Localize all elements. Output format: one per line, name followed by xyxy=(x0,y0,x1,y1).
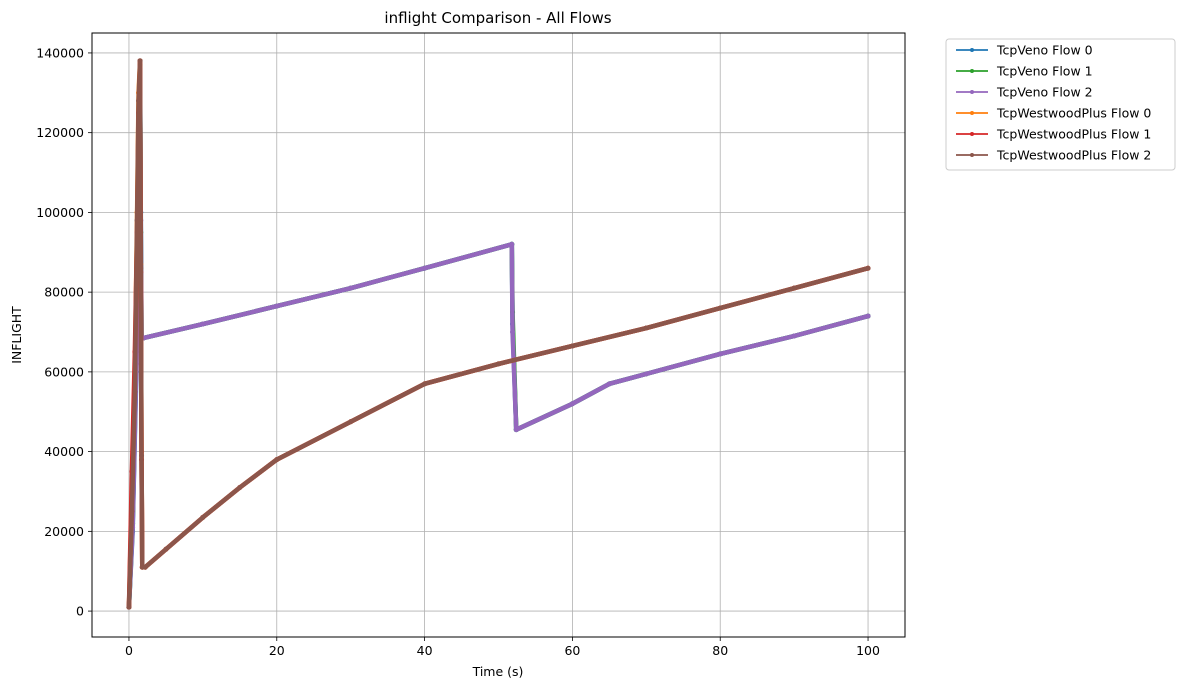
legend-label: TcpVeno Flow 0 xyxy=(996,43,1093,58)
x-axis-label: Time (s) xyxy=(472,664,524,679)
y-tick-label: 120000 xyxy=(36,125,84,140)
x-axis-ticks: 0 20 40 60 80 100 xyxy=(125,637,880,658)
series-tcpveno-flow-2-line xyxy=(126,66,871,610)
y-tick-label: 60000 xyxy=(44,364,84,379)
legend: TcpVeno Flow 0 TcpVeno Flow 1 TcpVeno Flow… xyxy=(945,38,1176,171)
series-tcpwestwoodplus-flow-2-point xyxy=(137,58,143,64)
series-tcpveno-flow-2-point xyxy=(717,351,723,357)
series-tcpwestwoodplus-flow-2-point xyxy=(126,604,132,610)
series-tcpwestwoodplus-flow-2-point xyxy=(136,98,142,104)
series-tcpwestwoodplus-flow-2-point xyxy=(134,217,140,223)
series-tcpveno-flow-2-point xyxy=(274,303,280,309)
series-tcpveno-flow-1-line xyxy=(126,62,871,610)
series-tcpwestwoodplus-flow-2-point xyxy=(139,453,145,459)
y-tick-label: 140000 xyxy=(36,45,84,60)
series-tcpwestwoodplus-flow-2-point xyxy=(142,564,148,570)
series-tcpwestwoodplus-flow-2-point xyxy=(717,305,723,311)
legend-label: TcpVeno Flow 1 xyxy=(996,64,1093,79)
series-tcpwestwoodplus-flow-1 xyxy=(126,58,871,610)
legend-item-tcpwestwoodplus-flow-2: TcpWestwoodPlus Flow 2 xyxy=(956,148,1151,163)
legend-label: TcpWestwoodPlus Flow 1 xyxy=(996,127,1151,142)
x-tick-label: 20 xyxy=(269,643,285,658)
series-tcpwestwoodplus-flow-2-point xyxy=(237,484,243,490)
y-tick-label: 40000 xyxy=(44,444,84,459)
legend-box xyxy=(945,38,1176,171)
series-tcpveno-flow-2-point xyxy=(200,321,206,327)
series-tcpwestwoodplus-flow-2-point xyxy=(132,389,138,395)
plot-frame xyxy=(91,32,906,638)
series-tcpwestwoodplus-flow-2-point xyxy=(643,325,649,331)
series-tcpwestwoodplus-flow-2 xyxy=(126,58,871,610)
series-tcpveno-flow-2-point xyxy=(513,427,519,433)
series-tcpveno-flow-2-point xyxy=(791,333,797,339)
series-tcpveno-flow-2-point xyxy=(569,401,575,407)
legend-label: TcpWestwoodPlus Flow 0 xyxy=(996,106,1151,121)
series-tcpwestwoodplus-flow-0-line xyxy=(126,58,871,610)
series-tcpwestwoodplus-flow-2-line xyxy=(126,58,871,610)
series-tcpwestwoodplus-flow-2-point xyxy=(348,419,354,425)
series-tcpveno-flow-2-point xyxy=(865,313,871,319)
legend-item-tcpveno-flow-0: TcpVeno Flow 0 xyxy=(956,43,1093,58)
series-tcpwestwoodplus-flow-2-point xyxy=(129,508,135,514)
series-tcpwestwoodplus-flow-2-point xyxy=(422,381,428,387)
series-tcpveno-flow-2-point xyxy=(509,241,515,247)
legend-item-tcpveno-flow-2: TcpVeno Flow 2 xyxy=(956,85,1093,100)
chart-title: inflight Comparison - All Flows xyxy=(384,9,611,27)
grid xyxy=(92,33,905,637)
legend-swatch-marker xyxy=(970,90,974,94)
x-tick-label: 100 xyxy=(856,643,880,658)
series-tcpveno-flow-2-point xyxy=(606,381,612,387)
legend-item-tcpwestwoodplus-flow-0: TcpWestwoodPlus Flow 0 xyxy=(956,106,1151,121)
series-tcpwestwoodplus-flow-0 xyxy=(126,58,871,610)
series-tcpveno-flow-0-line xyxy=(126,58,871,610)
series-tcpwestwoodplus-flow-2-point xyxy=(163,546,169,552)
y-tick-label: 20000 xyxy=(44,524,84,539)
series-tcpwestwoodplus-flow-2-point xyxy=(138,265,144,271)
series-tcpwestwoodplus-flow-2-point xyxy=(791,285,797,291)
series-tcpveno-flow-2-point xyxy=(643,371,649,377)
x-tick-label: 40 xyxy=(417,643,433,658)
legend-swatch-marker xyxy=(970,48,974,52)
y-tick-label: 80000 xyxy=(44,285,84,300)
series-tcpwestwoodplus-flow-2-point xyxy=(200,514,206,520)
x-tick-label: 80 xyxy=(712,643,728,658)
legend-label: TcpVeno Flow 2 xyxy=(996,85,1093,100)
legend-label: TcpWestwoodPlus Flow 2 xyxy=(996,148,1151,163)
legend-swatch-marker xyxy=(970,132,974,136)
series-tcpveno-flow-2 xyxy=(126,66,871,610)
series-tcpveno-flow-0 xyxy=(126,58,871,610)
series-tcpwestwoodplus-flow-1-line xyxy=(126,58,871,610)
series-tcpveno-flow-2-point xyxy=(348,285,354,291)
y-axis-label: INFLIGHT xyxy=(9,306,24,364)
legend-swatch-marker xyxy=(970,153,974,157)
legend-item-tcpwestwoodplus-flow-1: TcpWestwoodPlus Flow 1 xyxy=(956,127,1151,142)
legend-swatch-marker xyxy=(970,69,974,73)
y-tick-label: 0 xyxy=(76,604,84,619)
x-tick-label: 0 xyxy=(125,643,133,658)
series-tcpwestwoodplus-flow-2-point xyxy=(865,265,871,271)
series-layer xyxy=(126,58,871,610)
y-tick-label: 100000 xyxy=(36,205,84,220)
series-tcpveno-flow-1 xyxy=(126,62,871,610)
series-tcpwestwoodplus-flow-2-point xyxy=(569,343,575,349)
y-axis-ticks: 0 20000 40000 60000 80000 100000 120000 140000 xyxy=(36,45,92,619)
x-tick-label: 60 xyxy=(564,643,580,658)
series-tcpwestwoodplus-flow-2-point xyxy=(274,457,280,463)
series-tcpveno-flow-2-point xyxy=(510,329,516,335)
series-tcpveno-flow-2-point xyxy=(422,265,428,271)
legend-swatch-marker xyxy=(970,111,974,115)
series-tcpwestwoodplus-flow-2-point xyxy=(496,361,501,367)
legend-item-tcpveno-flow-1: TcpVeno Flow 1 xyxy=(956,64,1093,79)
